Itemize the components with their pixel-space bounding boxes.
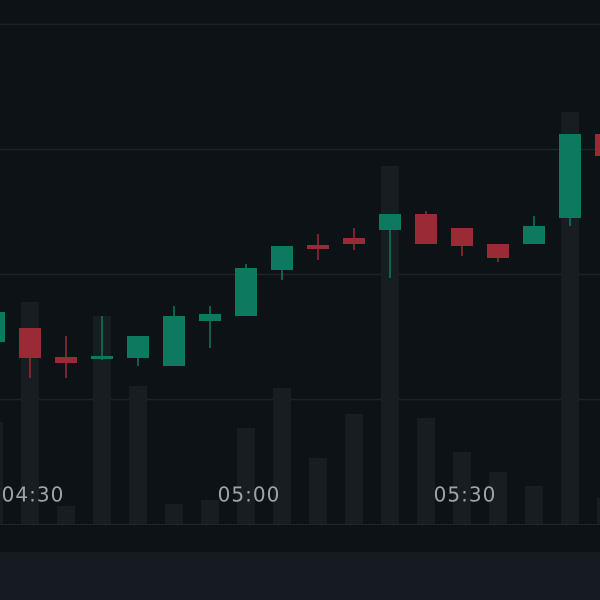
candle-body bbox=[307, 245, 329, 249]
candle-body bbox=[55, 357, 77, 363]
candle-body bbox=[0, 312, 5, 342]
candle-body bbox=[487, 244, 509, 258]
volume-bar bbox=[93, 316, 111, 524]
volume-bar bbox=[165, 504, 183, 524]
plot-background bbox=[0, 0, 600, 524]
candle-body bbox=[19, 328, 41, 358]
candle-body bbox=[451, 228, 473, 246]
candle-body bbox=[235, 268, 257, 316]
candle-body bbox=[271, 246, 293, 270]
candle-body bbox=[559, 134, 581, 218]
volume-bar bbox=[597, 498, 600, 524]
volume-bar bbox=[489, 472, 507, 524]
volume-bar bbox=[381, 166, 399, 524]
candle-body bbox=[199, 314, 221, 321]
volume-bar bbox=[129, 386, 147, 524]
volume-bar bbox=[237, 428, 255, 524]
volume-bar bbox=[57, 506, 75, 524]
volume-bar bbox=[525, 486, 543, 524]
candle-body bbox=[127, 336, 149, 358]
candle-body bbox=[415, 214, 437, 244]
candle-body bbox=[379, 214, 401, 230]
volume-bar bbox=[417, 418, 435, 524]
candle-body bbox=[595, 134, 600, 156]
volume-bar bbox=[345, 414, 363, 524]
volume-bar bbox=[453, 452, 471, 524]
bottom-panel bbox=[0, 552, 600, 600]
candle-body bbox=[91, 356, 113, 359]
candle-body bbox=[163, 316, 185, 366]
volume-bar bbox=[309, 458, 327, 524]
volume-bar bbox=[201, 500, 219, 524]
x-tick-label: 04:30 bbox=[2, 483, 65, 507]
candle-body bbox=[523, 226, 545, 244]
volume-bar bbox=[0, 422, 3, 524]
x-tick-label: 05:30 bbox=[434, 483, 497, 507]
volume-bar bbox=[273, 388, 291, 524]
axis-strip bbox=[0, 524, 600, 552]
x-tick-label: 05:00 bbox=[218, 483, 281, 507]
candle-body bbox=[343, 238, 365, 244]
